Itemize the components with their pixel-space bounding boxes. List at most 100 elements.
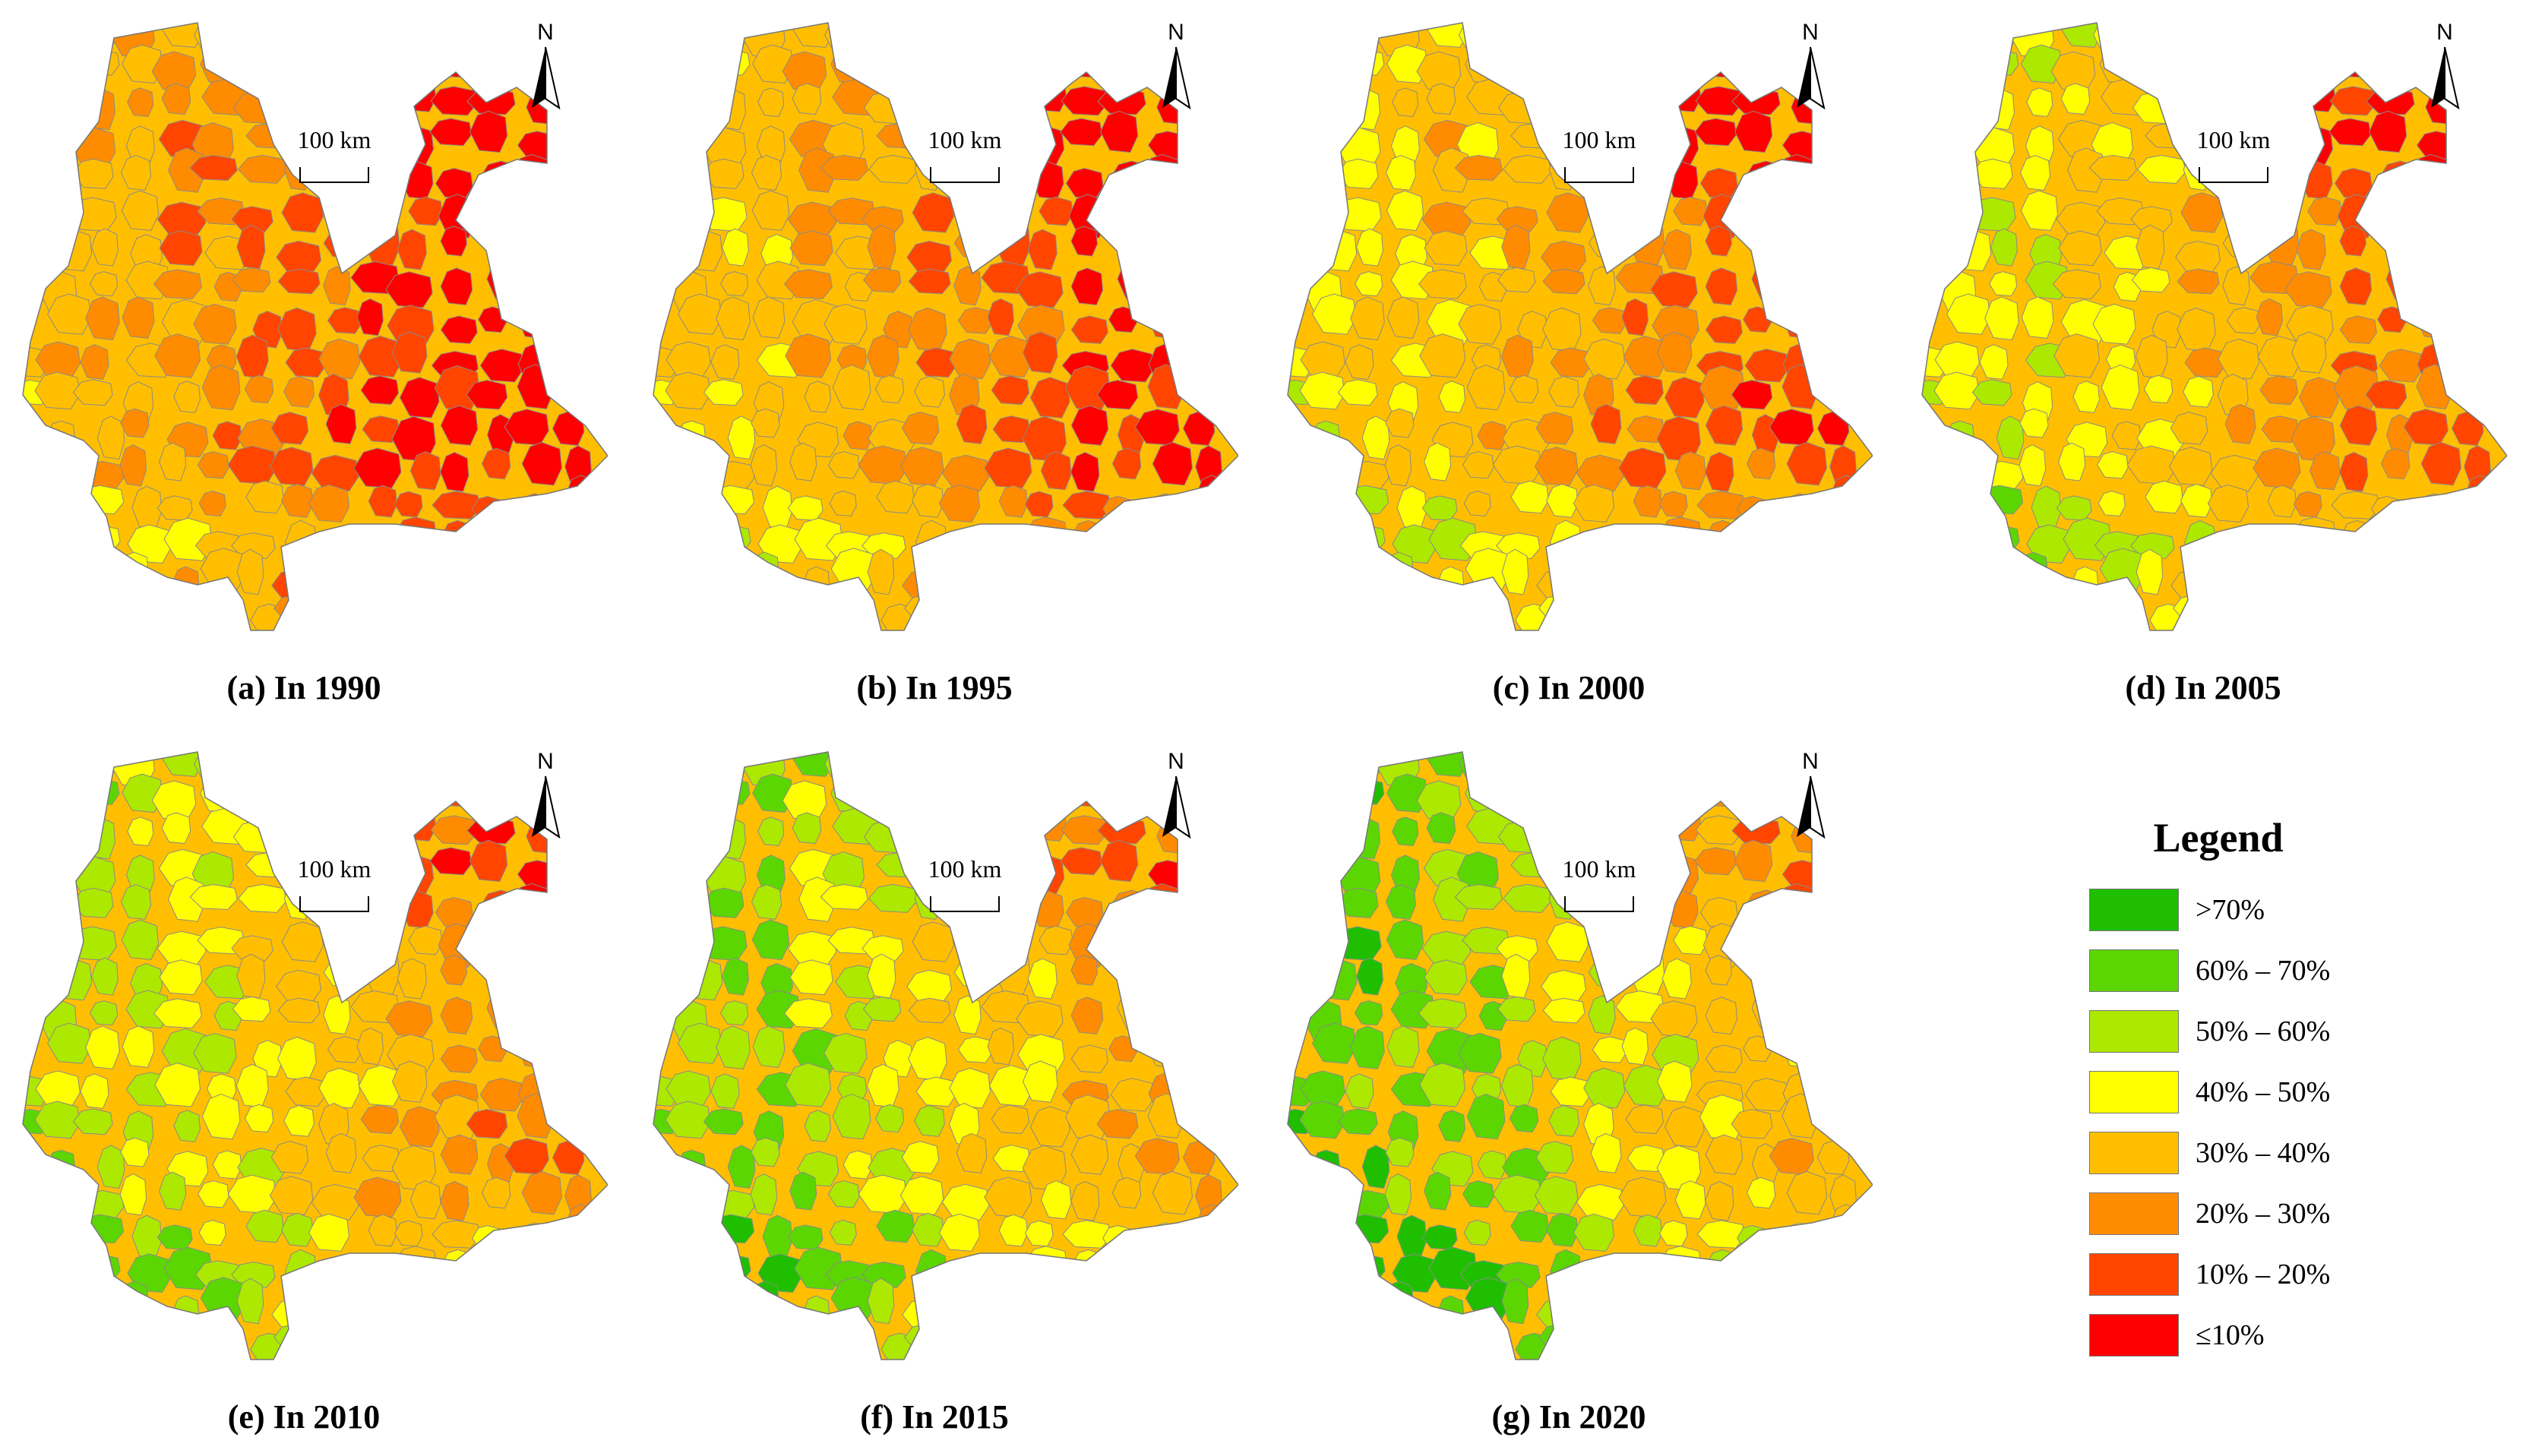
county-region	[1070, 1180, 1100, 1221]
county-region	[350, 261, 400, 295]
county-region	[329, 927, 365, 963]
county-region	[653, 441, 667, 487]
county-region	[269, 447, 314, 486]
county-region	[46, 83, 76, 124]
county-region	[1627, 927, 1657, 972]
county-region	[1777, 153, 1816, 194]
county-region	[1114, 1319, 1159, 1350]
map-panel-f: 100 km N (f) In 2015	[631, 729, 1238, 1443]
county-region	[1424, 959, 1468, 996]
county-region	[2019, 444, 2047, 487]
county-region	[1346, 49, 1385, 76]
county-region	[1497, 267, 1536, 293]
county-region	[291, 826, 321, 854]
county-region	[193, 303, 237, 345]
county-region	[995, 1322, 1035, 1359]
county-region	[1418, 269, 1467, 299]
county-region	[922, 97, 952, 125]
county-region	[1024, 491, 1054, 518]
county-region	[74, 1253, 121, 1283]
county-region	[1477, 1150, 1507, 1180]
legend-label: 60% – 70%	[2196, 955, 2331, 987]
county-region	[1288, 852, 1302, 881]
county-region	[1424, 1171, 1452, 1211]
county-region	[1081, 24, 1112, 52]
county-region	[1288, 1139, 1302, 1175]
county-region	[1288, 525, 1322, 567]
county-region	[678, 1022, 722, 1064]
county-region	[390, 124, 435, 166]
county-region	[653, 752, 675, 775]
county-region	[511, 1322, 554, 1358]
county-region	[1748, 1319, 1793, 1350]
county-region	[1594, 823, 1630, 854]
county-region	[2021, 296, 2054, 339]
county-region	[1000, 90, 1027, 121]
county-region	[1922, 491, 1944, 529]
county-region	[281, 1212, 314, 1247]
county-region	[440, 1044, 478, 1073]
county-region	[1466, 365, 1506, 411]
county-region	[2183, 23, 2214, 43]
county-region	[2456, 369, 2499, 407]
county-region	[1922, 561, 1939, 601]
county-region	[1922, 147, 1936, 190]
county-region	[1311, 83, 1341, 124]
county-region	[1705, 405, 1744, 446]
county-region	[1341, 485, 1389, 515]
county-region	[956, 1132, 988, 1173]
county-region	[1188, 929, 1230, 966]
county-region	[245, 1209, 284, 1243]
county-region	[1984, 296, 2019, 341]
county-region	[2388, 202, 2416, 237]
county-region	[440, 226, 467, 257]
county-region	[403, 1287, 438, 1314]
county-region	[1673, 196, 1708, 226]
county-region	[719, 1000, 749, 1026]
county-region	[1070, 315, 1108, 344]
county-region	[1288, 441, 1301, 487]
county-region	[42, 924, 70, 954]
scale-bar	[930, 167, 1000, 183]
county-region	[23, 23, 45, 46]
scale-bar-label: 100 km	[928, 855, 1002, 883]
map-panel-e: 100 km N (e) In 2010	[0, 729, 608, 1443]
county-region	[653, 1254, 688, 1296]
county-region	[1990, 228, 2018, 267]
county-region	[1150, 493, 1181, 523]
county-region	[2215, 552, 2242, 586]
county-region	[269, 1176, 314, 1215]
county-region	[2026, 87, 2053, 118]
county-region	[87, 1282, 130, 1317]
county-region	[1773, 1287, 1810, 1328]
county-region	[1974, 524, 2020, 554]
county-region	[1922, 441, 1936, 487]
county-region	[653, 266, 668, 313]
county-region	[2057, 595, 2103, 630]
county-region	[1022, 1060, 1058, 1103]
county-region	[352, 1289, 394, 1326]
county-region	[1352, 1282, 1395, 1317]
county-region	[1065, 1287, 1101, 1325]
county-region	[1070, 267, 1104, 306]
county-region	[2267, 485, 2297, 518]
county-region	[1696, 491, 1746, 520]
county-region	[1949, 597, 1989, 630]
county-region	[400, 1324, 431, 1353]
county-region	[698, 197, 748, 232]
county-region	[23, 1042, 30, 1068]
county-region	[429, 847, 473, 876]
county-region	[1582, 768, 1625, 815]
county-region	[1315, 597, 1355, 630]
county-region	[2259, 375, 2299, 406]
county-region	[23, 772, 46, 812]
county-region	[1830, 113, 1864, 154]
county-region	[1705, 996, 1738, 1035]
county-region	[2464, 113, 2499, 154]
county-region	[23, 410, 37, 446]
county-region	[1029, 54, 1079, 85]
county-region	[1618, 525, 1652, 554]
county-region	[1812, 231, 1857, 273]
county-region	[2265, 130, 2296, 162]
county-region	[993, 927, 1023, 972]
